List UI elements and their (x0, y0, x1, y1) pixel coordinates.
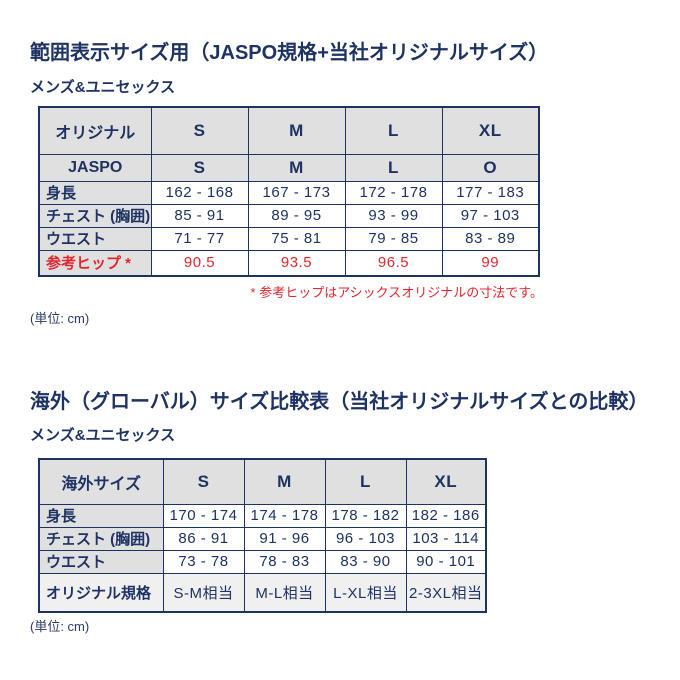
unit-label: (単位: cm) (30, 619, 90, 634)
section1-subtitle: メンズ&ユニセックス (30, 79, 176, 96)
table-cell: S-M相当 (162, 572, 245, 613)
table-row: 海外サイズ S M L XL (38, 458, 487, 505)
table-row: 身長 162 - 168 167 - 173 172 - 178 177 - 1… (38, 180, 540, 205)
table-row: ウエスト 73 - 78 78 - 83 83 - 90 90 - 101 (38, 549, 487, 574)
size-col-l: L (324, 458, 407, 505)
global-size-table: 海外サイズ S M L XL 身長 170 - 174 174 - 178 17… (38, 458, 487, 613)
table-cell: 89 - 95 (247, 203, 346, 228)
overseas-size-header-cell: 海外サイズ (38, 458, 164, 505)
table-cell: 73 - 78 (162, 549, 245, 574)
table-cell: 83 - 89 (441, 226, 540, 251)
waist-row-label: ウエスト (38, 549, 164, 574)
size-col-s: S (162, 458, 245, 505)
size-col-m: M (247, 106, 346, 155)
table-cell: 170 - 174 (162, 503, 245, 528)
table-row: チェスト (胸囲) 85 - 91 89 - 95 93 - 99 97 - 1… (38, 203, 540, 228)
table-cell: 162 - 168 (150, 180, 249, 205)
size-col-m: M (243, 458, 326, 505)
table-cell: 83 - 90 (324, 549, 407, 574)
table-row: JASPO S M L O (38, 153, 540, 182)
hip-row-label: 参考ヒップ * (38, 249, 152, 277)
size-col-xl: XL (405, 458, 487, 505)
chest-row-label: チェスト (胸囲) (38, 203, 152, 228)
height-row-label: 身長 (38, 503, 164, 528)
table-row: オリジナル規格 S-M相当 M-L相当 L-XL相当 2-3XL相当 (38, 572, 487, 613)
table-cell: 79 - 85 (344, 226, 443, 251)
table-cell: 167 - 173 (247, 180, 346, 205)
table-row: オリジナル S M L XL (38, 106, 540, 155)
table-cell: 85 - 91 (150, 203, 249, 228)
table-row: 身長 170 - 174 174 - 178 178 - 182 182 - 1… (38, 503, 487, 528)
table-cell: 182 - 186 (405, 503, 487, 528)
unit-label: (単位: cm) (30, 311, 90, 326)
table-row: ウエスト 71 - 77 75 - 81 79 - 85 83 - 89 (38, 226, 540, 251)
jaspo-header-cell: JASPO (38, 153, 152, 182)
table-cell: 172 - 178 (344, 180, 443, 205)
table-cell: 177 - 183 (441, 180, 540, 205)
table-cell: 90 - 101 (405, 549, 487, 574)
table-cell: 71 - 77 (150, 226, 249, 251)
hip-footnote: * 参考ヒップはアシックスオリジナルの寸法です。 (250, 285, 543, 300)
table-cell: 93 - 99 (344, 203, 443, 228)
table-cell: O (441, 153, 540, 182)
table-row: 参考ヒップ * 90.5 93.5 96.5 99 (38, 249, 540, 277)
table-cell: S (150, 153, 249, 182)
section2-subtitle: メンズ&ユニセックス (30, 427, 176, 444)
jaspo-size-table: オリジナル S M L XL JASPO S M L O 身長 162 - 16… (38, 106, 540, 277)
table-cell: 96.5 (344, 249, 443, 277)
table-cell: 178 - 182 (324, 503, 407, 528)
table-cell: M-L相当 (243, 572, 326, 613)
table-cell: L-XL相当 (324, 572, 407, 613)
table-cell: 2-3XL相当 (405, 572, 487, 613)
table-row: チェスト (胸囲) 86 - 91 91 - 96 96 - 103 103 -… (38, 526, 487, 551)
table-cell: L (344, 153, 443, 182)
table-cell: 96 - 103 (324, 526, 407, 551)
height-row-label: 身長 (38, 180, 152, 205)
size-col-xl: XL (441, 106, 540, 155)
table-cell: 75 - 81 (247, 226, 346, 251)
section2-title: 海外（グローバル）サイズ比較表（当社オリジナルサイズとの比較） (30, 391, 649, 413)
size-col-l: L (344, 106, 443, 155)
chest-row-label: チェスト (胸囲) (38, 526, 164, 551)
table-cell: 99 (441, 249, 540, 277)
size-col-s: S (150, 106, 249, 155)
waist-row-label: ウエスト (38, 226, 152, 251)
table-cell: 91 - 96 (243, 526, 326, 551)
table-cell: 103 - 114 (405, 526, 487, 551)
table-cell: 97 - 103 (441, 203, 540, 228)
table-cell: 90.5 (150, 249, 249, 277)
table-cell: M (247, 153, 346, 182)
section1-title: 範囲表示サイズ用（JASPO規格+当社オリジナルサイズ） (30, 42, 549, 64)
table-cell: 86 - 91 (162, 526, 245, 551)
table-cell: 174 - 178 (243, 503, 326, 528)
table-cell: 93.5 (247, 249, 346, 277)
table-cell: 78 - 83 (243, 549, 326, 574)
original-header-cell: オリジナル (38, 106, 152, 155)
original-standard-row-label: オリジナル規格 (38, 572, 164, 613)
